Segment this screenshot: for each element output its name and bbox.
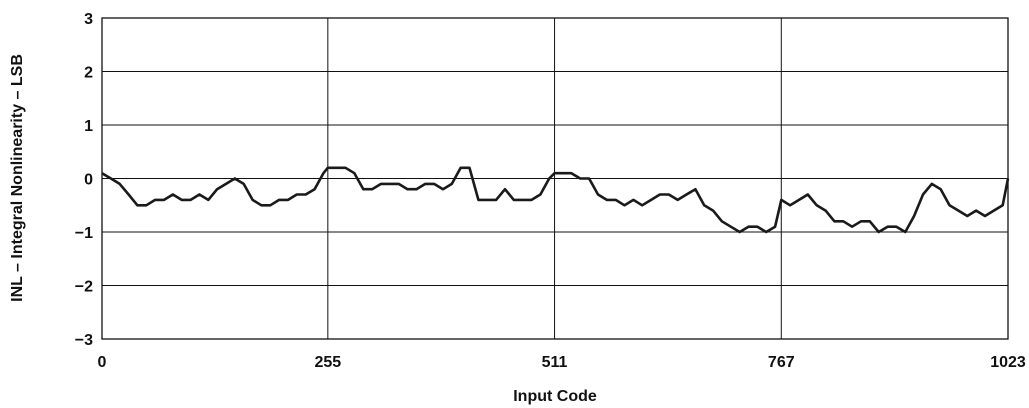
y-tick-label: 0 — [84, 172, 93, 189]
y-tick-label: −2 — [75, 279, 93, 296]
y-tick-label: −1 — [75, 225, 93, 242]
y-tick-label: −3 — [75, 332, 93, 349]
grid-lines — [102, 18, 1008, 339]
y-tick-labels: 3 2 1 0 −1 −2 −3 — [75, 11, 93, 349]
y-axis-title: INL – Integral Nonlinearity – LSB — [9, 54, 26, 302]
x-tick-label: 767 — [768, 354, 795, 371]
y-tick-label: 2 — [84, 65, 93, 82]
y-tick-label: 3 — [84, 11, 93, 28]
y-tick-label: 1 — [84, 118, 93, 135]
x-tick-labels: 0 255 511 767 1023 — [98, 354, 1026, 371]
x-tick-label: 511 — [542, 354, 568, 371]
x-axis-title: Input Code — [513, 388, 597, 405]
x-tick-label: 1023 — [990, 354, 1026, 371]
x-tick-label: 255 — [314, 354, 341, 371]
series-line — [101, 166, 1010, 234]
x-tick-label: 0 — [98, 354, 107, 371]
